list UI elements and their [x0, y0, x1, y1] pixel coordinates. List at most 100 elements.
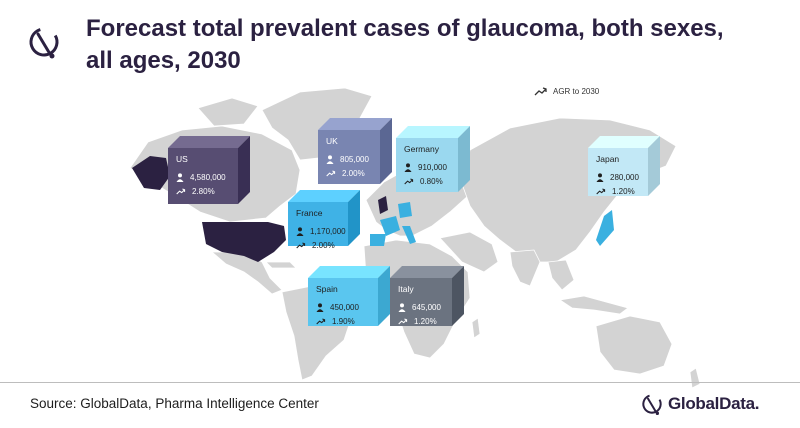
- spain-highlight: [370, 234, 386, 246]
- trend-up-icon: [398, 317, 408, 324]
- caribbean-shape: [265, 261, 297, 269]
- country-name: Germany: [404, 144, 439, 154]
- agr-row: 1.20%: [398, 314, 452, 328]
- cases-value: 910,000: [418, 162, 447, 172]
- globaldata-logo-icon: [642, 394, 662, 415]
- uk-highlight: [378, 196, 388, 214]
- cases-value: 645,000: [412, 302, 441, 312]
- france-highlight: [380, 216, 400, 236]
- agr-row: 0.80%: [404, 174, 458, 188]
- cases-row: 645,000: [398, 300, 452, 314]
- cases-value: 4,580,000: [190, 172, 226, 182]
- source-note: Source: GlobalData, Pharma Intelligence …: [30, 396, 319, 411]
- person-icon: [404, 162, 412, 172]
- trend-up-icon: [534, 87, 547, 96]
- title-line-2: all ages, 2030: [86, 47, 241, 74]
- italy-highlight: [402, 226, 416, 244]
- middle-east-shape: [439, 231, 499, 273]
- person-icon: [316, 302, 324, 312]
- footer-divider: [0, 382, 800, 383]
- box-3d-shape: [390, 266, 464, 326]
- cases-value: 805,000: [340, 154, 369, 164]
- legend: AGR to 2030: [534, 87, 599, 96]
- person-icon: [176, 172, 184, 182]
- data-box-germany: Germany 910,000 0.80%: [396, 126, 470, 192]
- southeast-asia-shape: [547, 259, 575, 291]
- agr-value: 1.20%: [414, 316, 437, 326]
- data-box-japan: Japan 280,000 1.20%: [588, 136, 660, 196]
- trend-up-icon: [176, 187, 186, 194]
- data-box-italy: Italy 645,000 1.20%: [390, 266, 464, 326]
- country-name: UK: [326, 136, 338, 146]
- title-line-1: Forecast total prevalent cases of glauco…: [86, 15, 724, 42]
- person-icon: [326, 154, 334, 164]
- legend-label: AGR to 2030: [553, 87, 600, 96]
- trend-up-icon: [596, 187, 606, 194]
- globaldata-logo: GlobalData.: [640, 392, 759, 416]
- page-title: Forecast total prevalent cases of glauco…: [86, 13, 786, 77]
- country-name: Spain: [316, 284, 338, 294]
- box-3d-shape: [308, 266, 390, 326]
- agr-value: 2.80%: [192, 186, 215, 196]
- japan-highlight: [596, 210, 614, 246]
- australia-shape: [595, 315, 673, 375]
- cases-row: 280,000: [596, 170, 648, 184]
- central-america-shape: [210, 251, 283, 295]
- cases-value: 280,000: [610, 172, 639, 182]
- new-zealand-shape: [689, 367, 701, 389]
- agr-row: 2.80%: [176, 184, 238, 198]
- box-face: US 4,580,000 2.80%: [168, 148, 238, 204]
- alaska-highlight: [132, 156, 170, 190]
- box-3d-shape: [168, 136, 250, 204]
- data-box-us: US 4,580,000 2.80%: [168, 136, 250, 204]
- trend-up-icon: [404, 177, 414, 184]
- cases-row: 1,170,000: [296, 224, 348, 238]
- madagascar-shape: [471, 317, 481, 339]
- trend-up-icon: [326, 169, 336, 176]
- us-highlight: [202, 222, 286, 262]
- agr-value: 2.00%: [342, 168, 365, 178]
- person-icon: [596, 172, 604, 182]
- box-3d-shape: [588, 136, 660, 196]
- box-3d-shape: [396, 126, 470, 192]
- cases-row: 910,000: [404, 160, 458, 174]
- agr-value: 1.20%: [612, 186, 635, 196]
- country-name: Italy: [398, 284, 414, 294]
- globaldata-logo-text: GlobalData.: [668, 394, 760, 413]
- india-shape: [509, 249, 541, 287]
- agr-row: 2.00%: [326, 166, 380, 180]
- agr-value: 2.00%: [312, 240, 335, 250]
- germany-highlight: [398, 202, 412, 218]
- box-face: Germany 910,000 0.80%: [396, 138, 458, 192]
- agr-value: 1.90%: [332, 316, 355, 326]
- data-box-uk: UK 805,000 2.00%: [318, 118, 392, 184]
- trend-up-icon: [296, 241, 306, 248]
- box-face: Spain 450,000 1.90%: [308, 278, 378, 326]
- country-name: US: [176, 154, 188, 164]
- country-name: Japan: [596, 154, 620, 164]
- agr-value: 0.80%: [420, 176, 443, 186]
- trend-up-icon: [316, 317, 326, 324]
- cases-row: 4,580,000: [176, 170, 238, 184]
- brand-icon: [29, 27, 59, 59]
- indonesia-shape: [558, 295, 629, 315]
- arctic-islands-shape: [197, 97, 259, 127]
- person-icon: [398, 302, 406, 312]
- agr-row: 2.00%: [296, 238, 348, 252]
- country-name: France: [296, 208, 323, 218]
- data-box-spain: Spain 450,000 1.90%: [308, 266, 390, 326]
- agr-row: 1.90%: [316, 314, 378, 328]
- cases-row: 450,000: [316, 300, 378, 314]
- cases-value: 1,170,000: [310, 226, 346, 236]
- data-box-france: France 1,170,000 2.00%: [288, 190, 360, 250]
- agr-row: 1.20%: [596, 184, 648, 198]
- box-face: France 1,170,000 2.00%: [288, 202, 348, 250]
- box-face: Japan 280,000 1.20%: [588, 148, 648, 196]
- person-icon: [296, 226, 304, 236]
- cases-row: 805,000: [326, 152, 380, 166]
- cases-value: 450,000: [330, 302, 359, 312]
- box-face: Italy 645,000 1.20%: [390, 278, 452, 326]
- box-3d-shape: [288, 190, 360, 246]
- box-face: UK 805,000 2.00%: [318, 130, 380, 184]
